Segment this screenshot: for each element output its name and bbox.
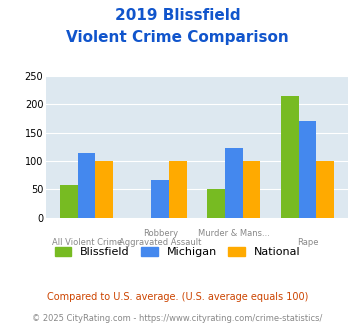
Text: Rape: Rape — [297, 238, 318, 247]
Bar — [299, 121, 316, 218]
Text: Compared to U.S. average. (U.S. average equals 100): Compared to U.S. average. (U.S. average … — [47, 292, 308, 302]
Bar — [281, 96, 299, 218]
Bar — [207, 189, 225, 218]
Text: 2019 Blissfield: 2019 Blissfield — [115, 8, 240, 23]
Bar — [225, 148, 243, 218]
Text: Aggravated Assault: Aggravated Assault — [119, 238, 201, 247]
Bar — [243, 161, 260, 218]
Text: © 2025 CityRating.com - https://www.cityrating.com/crime-statistics/: © 2025 CityRating.com - https://www.city… — [32, 314, 323, 323]
Text: All Violent Crime: All Violent Crime — [51, 238, 122, 247]
Bar — [316, 161, 334, 218]
Bar — [60, 185, 78, 218]
Text: Violent Crime Comparison: Violent Crime Comparison — [66, 30, 289, 45]
Legend: Blissfield, Michigan, National: Blissfield, Michigan, National — [50, 243, 305, 262]
Bar — [95, 161, 113, 218]
Text: Robbery: Robbery — [143, 229, 178, 238]
Text: Murder & Mans...: Murder & Mans... — [198, 229, 270, 238]
Bar — [78, 152, 95, 218]
Bar — [169, 161, 187, 218]
Bar — [151, 180, 169, 218]
